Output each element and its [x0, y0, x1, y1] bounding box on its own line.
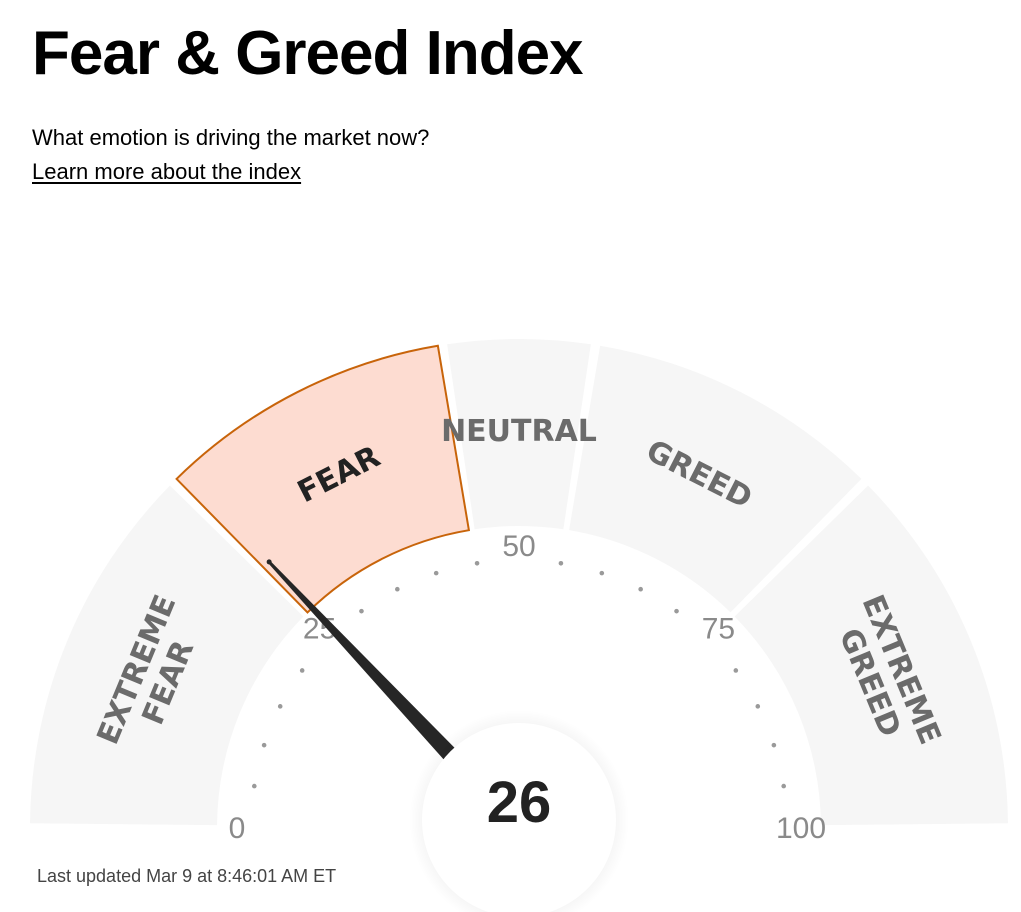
tick-dot — [558, 560, 564, 566]
gauge-needle-group — [266, 559, 485, 791]
zone-label-neutral: NEUTRAL — [441, 414, 597, 449]
tick-dot — [599, 570, 605, 576]
zone-fear — [175, 344, 471, 614]
index-score: 26 — [487, 770, 552, 835]
tick-dot — [674, 608, 679, 614]
last-updated: Last updated Mar 9 at 8:46:01 AM ET — [37, 866, 337, 886]
learn-more-link[interactable]: Learn more about the index — [32, 159, 302, 184]
tick-dot — [771, 742, 777, 748]
zone-greed — [569, 345, 862, 613]
tick-label-100: 100 — [776, 812, 826, 845]
gauge-zones — [30, 339, 1008, 826]
zone-neutral — [447, 339, 591, 530]
page-title: Fear & Greed Index — [32, 19, 584, 88]
tick-dot — [638, 586, 643, 592]
tick-dot — [474, 560, 480, 566]
zone-label-line: NEUTRAL — [441, 414, 597, 449]
tick-dot — [277, 704, 283, 709]
tick-dot — [755, 704, 761, 709]
tick-dot — [433, 570, 439, 576]
zone-extreme-greed — [734, 485, 1008, 826]
gauge-hub — [422, 723, 616, 912]
tick-dot — [359, 608, 364, 614]
tick-dot — [261, 742, 267, 748]
needle-tip — [266, 559, 272, 565]
tick-label-0: 0 — [229, 812, 246, 845]
tick-dot — [395, 586, 400, 592]
tick-dot — [781, 783, 787, 789]
gauge-needle — [268, 560, 485, 791]
tick-dot — [299, 668, 305, 673]
tick-dot — [251, 783, 257, 789]
gauge-tick-dots — [251, 560, 787, 789]
tick-label-50: 50 — [502, 530, 535, 563]
zone-extreme-fear — [30, 485, 304, 826]
tick-dot — [733, 668, 739, 673]
subtitle: What emotion is driving the market now? — [32, 125, 430, 150]
tick-label-75: 75 — [702, 613, 735, 646]
